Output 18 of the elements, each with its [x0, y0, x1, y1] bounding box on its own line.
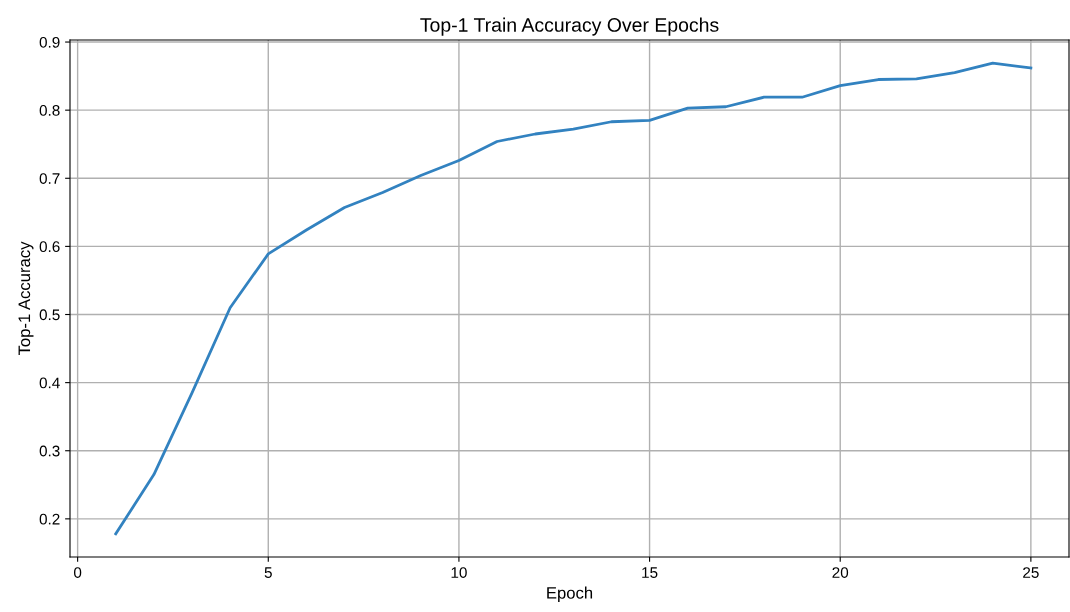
y-tick-label: 0.2	[39, 513, 60, 525]
y-tick-label: 0.7	[39, 173, 60, 184]
x-tick-label: 10	[451, 567, 467, 578]
y-tick-label: 0.4	[39, 377, 60, 389]
x-tick-label: 25	[1023, 567, 1039, 578]
y-tick-label: 0.8	[39, 105, 60, 116]
line-series	[114, 61, 1033, 536]
y-tick-label: 0.6	[39, 241, 60, 253]
chart-title: Top-1 Train Accuracy Over Epochs	[420, 17, 719, 36]
x-tick-label: 0	[73, 567, 82, 578]
x-tick-label: 20	[832, 567, 849, 578]
x-tick-label: 5	[264, 567, 272, 578]
y-tick-label: 0.5	[39, 309, 60, 321]
y-tick-label: 0.3	[39, 445, 60, 457]
x-tick-label: 15	[642, 567, 658, 578]
x-axis-title: Epoch	[547, 586, 593, 603]
y-tick-label: 0.9	[39, 36, 60, 48]
y-axis-title: Top-1 Accuracy	[18, 241, 34, 356]
